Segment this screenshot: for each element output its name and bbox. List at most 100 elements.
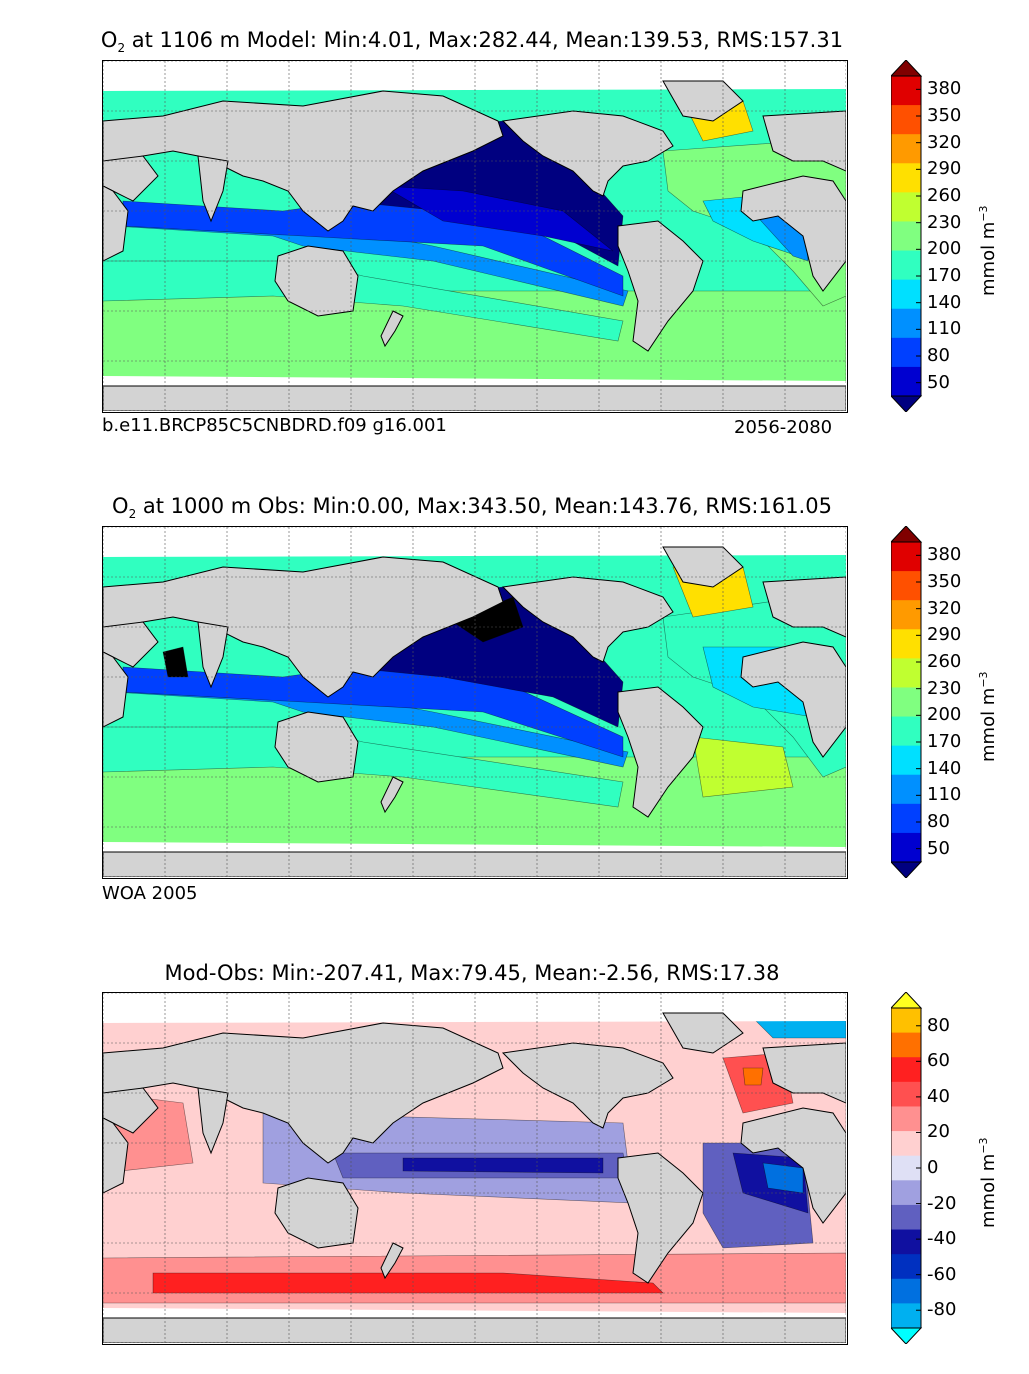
colorbar-segment [891,366,921,397]
land-nz [380,310,404,348]
colorbar-tick-label: 350 [927,571,962,592]
colorbar-segment [891,542,921,572]
colorbar-segment [891,1032,921,1058]
colorbar-segment [891,687,921,718]
colorbar-tick-label: 110 [927,318,962,340]
land-africa [103,651,129,728]
colorbar-tick-label: 140 [927,757,962,779]
colorbar-tick-label: 320 [927,597,962,619]
colorbar-tick-label: 230 [927,677,962,699]
colorbar-segment [891,600,921,630]
colorbar-svg [891,60,923,412]
title-prefix: O [112,494,129,518]
colorbar-model: 380 350 320 290 260 230 200 170 140 110 80 50 mmol m… [891,60,1029,415]
colorbar-segment [891,76,921,106]
panel-title-obs: O2 at 1000 m Obs: Min:0.00, Max:343.50, … [112,494,832,521]
colorbar-tick-label: -20 [927,1192,957,1214]
colorbar-tick-label: 80 [927,811,950,832]
contour-region [152,1272,664,1294]
land-samerica [617,1152,704,1284]
colorbar-segment [891,629,921,659]
colorbar-tick-label: 20 [927,1121,950,1143]
colorbar-svg [891,526,923,878]
title-prefix: O [100,28,118,52]
caption-dataset: WOA 2005 [102,883,198,904]
land-nz [380,776,404,814]
land-india [197,1087,229,1155]
land-arabia [103,621,159,668]
land-africaE [740,1107,846,1224]
colorbar-diff: 80 60 40 20 0 -20 -40 -60 -80 mmol m−3 [891,992,1029,1347]
land-africaE [740,175,846,292]
colorbar-segment [891,192,921,222]
colorbar-tick-label: 80 [927,345,950,366]
colorbar-segment [891,658,921,688]
title-text: at 1000 m Obs: Min:0.00, Max:343.50, Mea… [136,494,832,518]
colorbar-tick-label: 110 [927,784,962,806]
map-diff [102,992,848,1345]
colorbar-segment [891,163,921,193]
colorbar-min-extend [891,395,923,412]
colorbar-segment [891,1303,921,1329]
colorbar-tick-label: 230 [927,211,962,233]
colorbar-tick-label: 40 [927,1085,950,1107]
colorbar-tick-label: 50 [927,371,950,393]
land-samerica [617,686,704,818]
colorbar-tick-label: 380 [927,78,962,100]
land-india [197,155,229,223]
colorbar-segment [891,832,921,863]
caption-case-name: b.e11.BRCP85C5CNBDRD.f09 g16.001 [102,415,447,436]
colorbar-segment [891,774,921,805]
colorbar-segment [891,337,921,368]
no-data-ice [103,993,846,1023]
colorbar-tick-label: 60 [927,1050,950,1072]
colorbar-tick-label: 200 [927,238,962,260]
colorbar-tick-label: 320 [927,131,962,153]
colorbar-tick-label: 50 [927,837,950,859]
colorbar-tick-label: 200 [927,704,962,726]
colorbar-unit-label: mmol m−3 [977,1137,999,1228]
colorbar-tick-label: 80 [927,1014,950,1036]
colorbar-segment [891,1254,921,1280]
map-obs [102,526,848,879]
no-data-ice [103,61,846,91]
colorbar-segment [891,1204,921,1231]
title-text: Mod-Obs: Min:-207.41, Max:79.45, Mean:-2… [164,961,780,985]
land-africa [103,1117,129,1194]
colorbar-segment [891,134,921,164]
colorbar-max-extend [891,526,923,543]
map-model [102,60,848,413]
colorbar-segment [891,803,921,834]
land-namerica [501,1042,674,1129]
land-namerica [501,576,674,663]
panel-title-model: O2 at 1106 m Model: Min:4.01, Max:282.44… [101,28,843,55]
colorbar-max-extend [891,60,923,77]
colorbar-tick-label: 0 [927,1157,939,1178]
title-text: at 1106 m Model: Min:4.01, Max:282.44, M… [125,28,844,52]
colorbar-unit-label: mmol m−3 [977,205,999,296]
colorbar-segment [891,1229,921,1255]
land-antarctica [103,851,846,877]
colorbar-tick-label: 170 [927,731,962,752]
colorbar-tick-label: 140 [927,291,962,313]
colorbar-segment [891,1278,921,1304]
colorbar-tick-label: 260 [927,185,962,206]
colorbar-segment [891,571,921,601]
colorbar-tick-label: 290 [927,624,962,646]
land-antarctica [103,385,846,411]
land-namerica [501,110,674,197]
colorbar-tick-label: 260 [927,651,962,672]
land-antarctica [103,1317,846,1343]
colorbar-tick-label: -60 [927,1263,957,1285]
land-india [197,621,229,689]
land-arabia [103,155,159,202]
contour-region [742,1067,764,1086]
colorbar-unit-label: mmol m−3 [977,671,999,762]
colorbar-tick-label: 170 [927,265,962,286]
colorbar-obs: 380 350 320 290 260 230 200 170 140 110 80 50 mmol m… [891,526,1029,881]
land-samerica [617,220,704,352]
land-nz [380,1242,404,1280]
colorbar-segment [891,1180,921,1206]
colorbar-segment [891,1081,921,1107]
colorbar-max-extend [891,992,923,1009]
